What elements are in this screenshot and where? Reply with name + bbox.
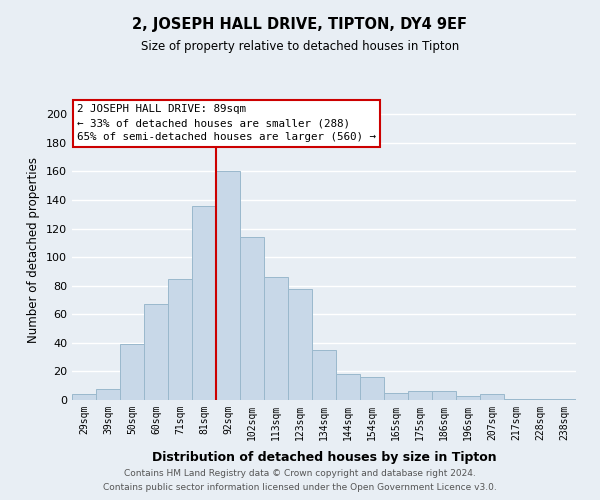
Bar	[456, 396, 480, 400]
Bar	[168, 278, 192, 400]
Bar	[120, 344, 144, 400]
Bar	[360, 377, 384, 400]
Bar	[384, 393, 408, 400]
Bar	[264, 277, 288, 400]
Bar	[504, 398, 528, 400]
Text: 2, JOSEPH HALL DRIVE, TIPTON, DY4 9EF: 2, JOSEPH HALL DRIVE, TIPTON, DY4 9EF	[133, 18, 467, 32]
Bar	[240, 237, 264, 400]
Bar	[336, 374, 360, 400]
Y-axis label: Number of detached properties: Number of detached properties	[28, 157, 40, 343]
Bar	[432, 392, 456, 400]
Bar	[528, 398, 552, 400]
Bar	[408, 392, 432, 400]
Bar	[144, 304, 168, 400]
Text: 2 JOSEPH HALL DRIVE: 89sqm
← 33% of detached houses are smaller (288)
65% of sem: 2 JOSEPH HALL DRIVE: 89sqm ← 33% of deta…	[77, 104, 376, 142]
Bar	[192, 206, 216, 400]
Bar	[288, 288, 312, 400]
Bar	[72, 394, 96, 400]
Bar	[216, 172, 240, 400]
Bar	[312, 350, 336, 400]
Bar	[96, 388, 120, 400]
Bar	[552, 398, 576, 400]
Text: Size of property relative to detached houses in Tipton: Size of property relative to detached ho…	[141, 40, 459, 53]
Bar	[480, 394, 504, 400]
Text: Contains public sector information licensed under the Open Government Licence v3: Contains public sector information licen…	[103, 484, 497, 492]
X-axis label: Distribution of detached houses by size in Tipton: Distribution of detached houses by size …	[152, 451, 496, 464]
Text: Contains HM Land Registry data © Crown copyright and database right 2024.: Contains HM Land Registry data © Crown c…	[124, 468, 476, 477]
